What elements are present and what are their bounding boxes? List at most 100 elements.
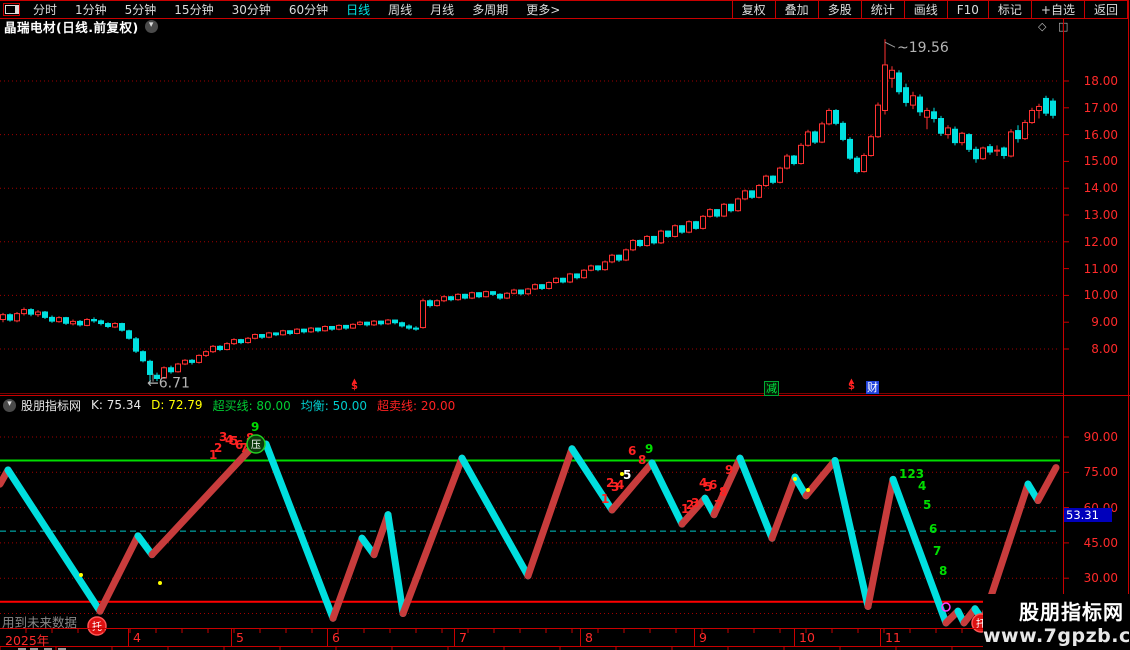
candle-up [602,261,608,271]
candle-up [308,327,314,333]
period-item[interactable]: 日线 [346,3,371,17]
candle-down [490,291,496,295]
indicator-source[interactable]: 股朋指标网 [21,398,82,413]
period-item[interactable]: 分时 [33,3,58,17]
candle-down [287,330,293,334]
candle-up [14,313,20,322]
count-label: 3 [219,430,227,444]
candle-down [791,155,797,165]
candle-up [742,190,748,200]
tool-item[interactable]: 返回 [1083,1,1128,18]
period-item[interactable]: 月线 [430,3,455,17]
tool-item[interactable]: F10 [946,1,988,18]
candle-down [896,72,902,93]
candle-down [917,96,923,113]
candle-down [98,320,104,325]
candle-up [763,175,769,187]
watermark: 股朋指标网 www.7gpzb.com [983,594,1130,650]
chevron-down-icon[interactable]: ▾ [144,19,158,33]
kdj-ribbon-segment [768,473,799,542]
month-label[interactable]: 7 [459,630,467,645]
kdj-ribbon-segment [1034,464,1060,505]
month-label[interactable]: 10 [799,630,815,645]
tool-item[interactable]: 多股 [817,1,861,18]
period-item[interactable]: 周线 [388,3,413,17]
period-item[interactable]: 60分钟 [288,3,329,17]
month-label[interactable]: 11 [885,630,901,645]
candle-up [434,300,440,307]
period-item[interactable]: 5分钟 [124,3,157,17]
indicator-tick-label: 75.00 [1083,465,1118,480]
candle-down [259,334,265,338]
kdj-ribbon-segment [568,445,616,514]
candle-down [679,225,685,233]
period-item[interactable]: 更多> [526,3,561,17]
candle-down [1043,97,1049,114]
candle-up [644,235,650,247]
main-chart-bottom-line [0,393,1063,394]
candle-up [658,230,664,244]
price-tick-label: 14.00 [1083,181,1118,196]
candle-down [966,134,972,150]
kdj-ribbon-segment [384,511,407,617]
ring-marker [941,602,951,612]
candle-up [210,345,216,353]
count-label: 6 [628,444,636,458]
candle-up [553,277,559,284]
signal-dot [79,573,83,577]
candle-up [819,123,825,143]
candle-down [217,345,223,351]
candle-up [980,147,986,160]
month-label[interactable]: 5 [236,630,244,645]
tool-item[interactable]: 叠加 [774,1,818,18]
signal-circle-label: 托 [976,617,986,630]
tool-item[interactable]: 画线 [903,1,947,18]
title-corner-icons[interactable]: ◇ ◫ [1038,20,1073,33]
count-label: 1 [601,492,609,506]
candle-up [294,328,300,334]
candle-up [567,273,573,283]
tool-item[interactable]: 标记 [987,1,1031,18]
candle-down [238,339,244,344]
candle-up [609,254,615,263]
tool-item[interactable]: 复权 [731,1,775,18]
period-item[interactable]: 30分钟 [231,3,271,17]
month-divider [794,628,795,646]
candle-down [119,323,125,331]
candle-up [469,292,475,299]
candle-down [574,273,580,279]
candle-up [546,282,552,289]
top-toolbar: 分时 1分钟 5分钟 15分钟 30分钟 60分钟 日线 周线 月线 多周期 更多> 复权 叠加 多股统… [0,0,1128,19]
indicator-field: K: 75.34 [91,398,142,412]
signal-dot [793,477,797,481]
month-label[interactable]: 8 [585,630,593,645]
candle-up [910,95,916,106]
candle-up [161,367,167,379]
count-label: 123 [899,467,924,481]
kdj-ribbon-segment [736,454,776,542]
candle-up [672,225,678,237]
month-label[interactable]: 9 [699,630,707,645]
tool-item[interactable]: +自选 [1030,1,1084,18]
window-split-icon[interactable] [3,3,20,16]
count-label: 6 [235,438,243,452]
indicator-field: 超买线: 80.00 [212,398,291,413]
tool-item[interactable]: 统计 [860,1,904,18]
jian-signal-badge: 减 [764,381,779,396]
candle-down [560,277,566,283]
candle-down [63,317,69,324]
chevron-down-icon[interactable]: ▾ [3,398,16,412]
candle-down [364,321,370,326]
candle-up [959,132,965,144]
candle-down [595,265,601,271]
period-item[interactable]: 1分钟 [75,3,107,17]
count-label: 7 [933,544,941,558]
period-item[interactable]: 15分钟 [174,3,214,17]
candle-up [805,131,811,146]
month-label[interactable]: 6 [332,630,340,645]
period-item[interactable]: 多周期 [472,3,509,17]
candle-up [798,144,804,165]
candle-down [329,325,335,330]
month-label[interactable]: 4 [133,630,141,645]
kdj-ribbon-segment [678,494,709,528]
